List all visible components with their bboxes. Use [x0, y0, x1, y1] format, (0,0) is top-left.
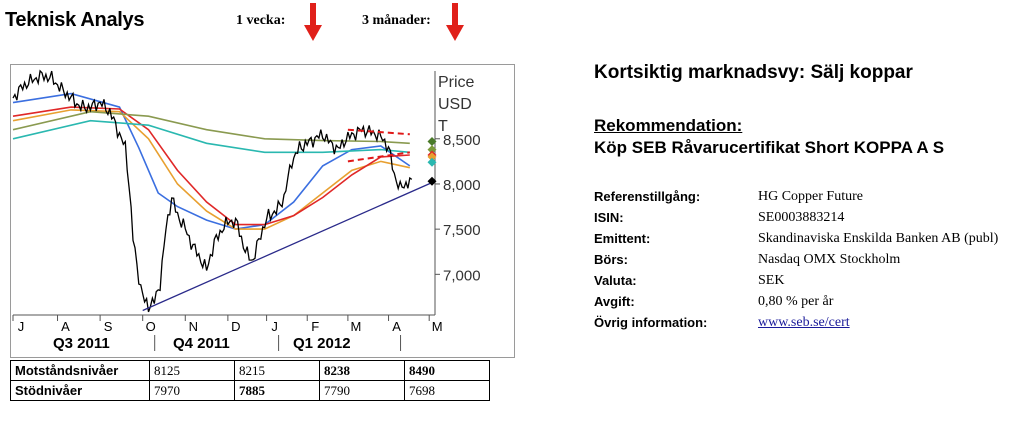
- support-level: 7698: [404, 380, 490, 401]
- down-arrow-icon-1-week: [304, 3, 322, 41]
- seb-cert-link[interactable]: www.seb.se/cert: [758, 315, 850, 330]
- info-value: SEK: [758, 273, 785, 288]
- horizon-3-month-label: 3 månader:: [362, 13, 431, 28]
- moving-average-line: [12, 110, 410, 145]
- recommendation-product: Köp SEB Råvarucertifikat Short KOPPA A S: [594, 138, 945, 157]
- market-view-headline: Kortsiktig marknadsvy: Sälj koppar: [594, 62, 913, 83]
- resistance-level: 8215: [234, 360, 320, 381]
- resistance-channel-lower: [347, 151, 410, 163]
- info-value: Nasdaq OMX Stockholm: [758, 252, 901, 267]
- info-key: Börs:: [594, 252, 628, 267]
- table-row: Motståndsnivåer 8125 8215 8238 8490: [10, 360, 490, 381]
- info-row-currency: Valuta: SEK: [594, 273, 1014, 294]
- month-label: S: [104, 319, 113, 334]
- support-level: 7970: [149, 380, 235, 401]
- support-label: Stödnivåer: [10, 380, 150, 401]
- info-row-reference: Referenstillgång: HG Copper Future: [594, 189, 1014, 210]
- page-title: Teknisk Analys: [5, 9, 145, 31]
- month-label: M: [432, 319, 443, 334]
- info-key: Referenstillgång:: [594, 189, 701, 204]
- level-marker: [427, 152, 437, 162]
- resistance-level: 8490: [404, 360, 490, 381]
- quarter-label-q3: Q3 2011: [53, 335, 110, 352]
- y-tick-label: 7,000: [443, 267, 481, 284]
- level-marker: [427, 157, 437, 167]
- month-label: J: [18, 319, 25, 334]
- month-label: A: [61, 319, 70, 334]
- product-info-list: Referenstillgång: HG Copper Future ISIN:…: [594, 189, 1014, 336]
- y-tick-label: 7,500: [443, 222, 481, 239]
- price-line: [12, 69, 413, 313]
- support-level: 7885: [234, 380, 320, 401]
- month-label: N: [189, 319, 198, 334]
- level-marker: [427, 176, 437, 186]
- price-chart-svg: 7,000 7,500 8,000 8,500 Price USD T J A S O N D J F M A M: [12, 69, 481, 351]
- info-value: 0,80 % per år: [758, 294, 834, 309]
- y-axis-label: USD: [438, 96, 472, 113]
- info-key: Övrig information:: [594, 315, 708, 330]
- month-label: M: [350, 319, 361, 334]
- level-marker: [427, 136, 437, 146]
- info-row-other: Övrig information: www.seb.se/cert: [594, 315, 1014, 336]
- month-label: D: [231, 319, 240, 334]
- info-row-issuer: Emittent: Skandinaviska Enskilda Banken …: [594, 231, 1014, 252]
- info-key: Avgift:: [594, 294, 635, 309]
- table-row: Stödnivåer 7970 7885 7790 7698: [10, 380, 490, 401]
- moving-average-line: [12, 119, 410, 154]
- price-chart: 7,000 7,500 8,000 8,500 Price USD T J A S O N D J F M A M…: [10, 64, 515, 358]
- resistance-level: 8125: [149, 360, 235, 381]
- y-axis-label: T: [438, 118, 448, 135]
- support-level: 7790: [319, 380, 405, 401]
- resistance-label: Motståndsnivåer: [10, 360, 150, 381]
- month-label: F: [311, 319, 319, 334]
- levels-table: Motståndsnivåer 8125 8215 8238 8490 Stöd…: [10, 360, 490, 401]
- month-label: O: [146, 319, 156, 334]
- down-arrow-icon-3-month: [446, 3, 464, 41]
- moving-average-line: [12, 106, 410, 226]
- info-value: SE0003883214: [758, 210, 845, 225]
- info-value: Skandinaviska Enskilda Banken AB (publ): [758, 231, 999, 246]
- recommendation-heading: Rekommendation:: [594, 116, 743, 135]
- info-value: HG Copper Future: [758, 189, 863, 204]
- resistance-channel-upper: [347, 128, 410, 136]
- y-tick-label: 8,500: [443, 132, 481, 149]
- info-key: Emittent:: [594, 231, 651, 246]
- info-row-isin: ISIN: SE0003883214: [594, 210, 1014, 231]
- level-marker: [427, 145, 437, 155]
- info-row-fee: Avgift: 0,80 % per år: [594, 294, 1014, 315]
- horizon-1-week-label: 1 vecka:: [236, 13, 286, 28]
- moving-average-line: [12, 109, 410, 230]
- month-label: A: [392, 319, 401, 334]
- resistance-level: 8238: [319, 360, 405, 381]
- support-trendline: [142, 180, 436, 312]
- info-key: Valuta:: [594, 273, 637, 288]
- quarter-label-q1: Q1 2012: [293, 335, 351, 352]
- y-tick-label: 8,000: [443, 177, 481, 194]
- info-key: ISIN:: [594, 210, 624, 225]
- quarter-label-q4: Q4 2011: [173, 335, 230, 352]
- y-axis-label: Price: [438, 74, 475, 91]
- info-row-exchange: Börs: Nasdaq OMX Stockholm: [594, 252, 1014, 273]
- month-label: J: [271, 319, 278, 334]
